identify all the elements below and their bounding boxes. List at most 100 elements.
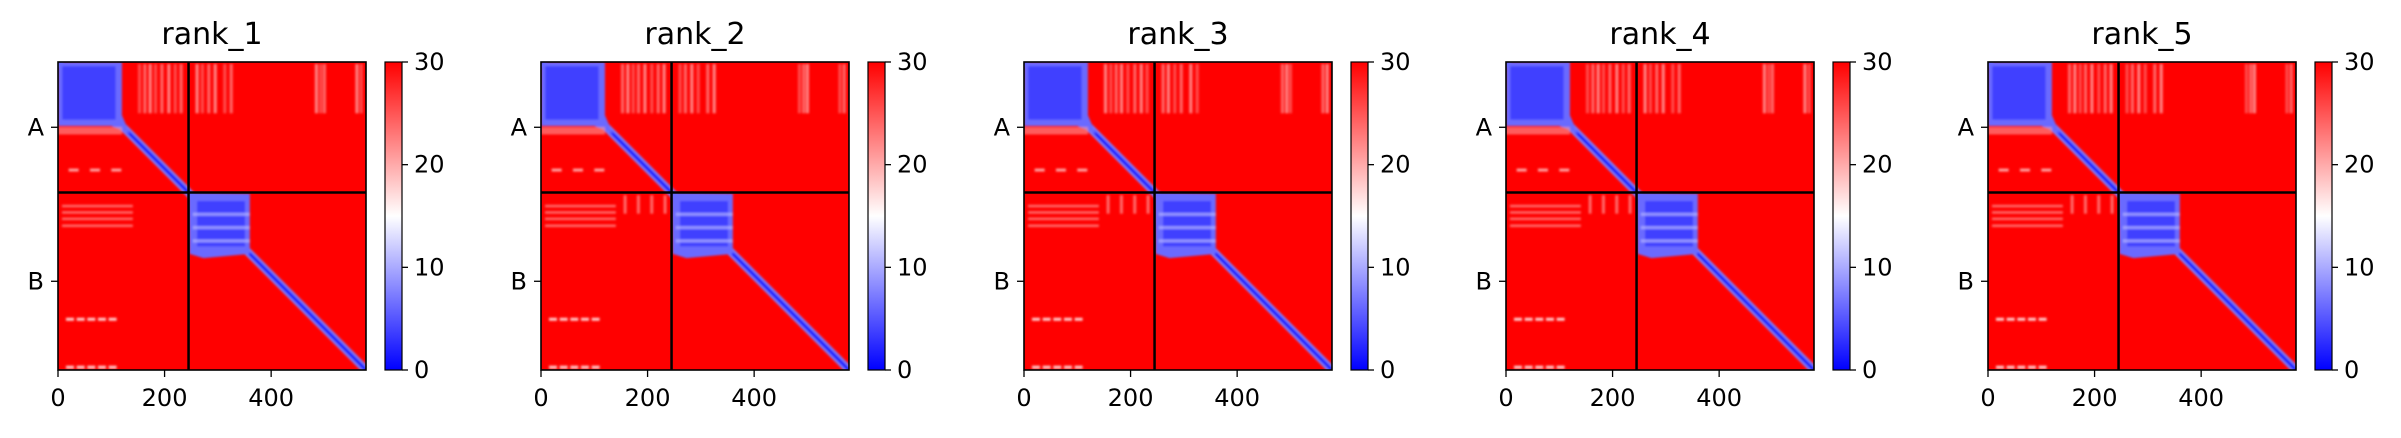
pale-stripe — [1556, 365, 1565, 369]
pale-stripe — [1042, 317, 1051, 321]
domain-block-a-edge — [58, 127, 122, 135]
pale-stripe — [1591, 64, 1595, 114]
pale-stripe — [2153, 64, 2157, 114]
pale-stripe — [229, 64, 233, 114]
x-tick-label: 0 — [533, 384, 548, 412]
pale-stripe — [1031, 317, 1040, 321]
pale-stripe — [1770, 64, 1775, 114]
pale-stripe — [683, 64, 688, 114]
heatmap-structure — [58, 62, 366, 370]
colorbar-tick-label: 20 — [2344, 151, 2375, 179]
pale-stripe — [167, 64, 171, 114]
pale-stripe — [1992, 224, 2063, 228]
pale-stripe — [1119, 195, 1123, 214]
pale-stripe — [594, 168, 605, 172]
pale-stripe — [359, 64, 363, 114]
x-tick-label: 200 — [142, 384, 188, 412]
pale-stripe — [1106, 195, 1110, 214]
colorbar-tick-label: 20 — [1862, 151, 1893, 179]
domain-block-b-stripe — [1640, 239, 1698, 243]
pale-stripe — [2159, 64, 2163, 114]
pale-stripe — [2083, 195, 2087, 214]
heatmap-structure — [541, 62, 849, 370]
pale-stripe — [1321, 64, 1325, 114]
pale-stripe — [2006, 365, 2015, 369]
domain-block-b-stripe — [192, 239, 250, 243]
pale-stripe — [1677, 64, 1681, 114]
pale-stripe — [1601, 195, 1605, 214]
pale-stripe — [2249, 64, 2253, 114]
pale-stripe — [1524, 317, 1533, 321]
domain-block-a-edge — [1988, 127, 2052, 135]
pale-stripe — [65, 317, 74, 321]
pae-panel-3: rank_3 A B 0 200 400 0 10 20 30 — [994, 17, 1411, 412]
pale-stripe — [1762, 64, 1767, 114]
pale-stripe — [580, 317, 589, 321]
colorbar-tick-label: 0 — [897, 356, 912, 384]
pale-stripe — [545, 217, 616, 221]
pale-stripe — [97, 317, 106, 321]
pale-stripe — [1139, 64, 1143, 114]
pale-stripe — [111, 168, 122, 172]
pale-stripe — [62, 211, 133, 214]
pale-stripe — [148, 64, 152, 114]
colorbar — [385, 62, 402, 370]
pale-stripe — [1161, 64, 1165, 114]
plot-frame — [1505, 61, 1815, 371]
pale-stripe — [2289, 64, 2293, 114]
pale-stripe — [626, 64, 630, 114]
pale-stripe — [797, 64, 802, 114]
colorbar — [2315, 62, 2332, 370]
pale-stripe — [1995, 317, 2004, 321]
pale-stripe — [545, 204, 616, 208]
pale-stripe — [663, 195, 667, 214]
pale-stripe — [89, 168, 100, 172]
x-tick-label: 200 — [1590, 384, 1636, 412]
domain-block-a-edge — [1506, 127, 1570, 135]
pale-stripe — [1510, 224, 1581, 228]
x-tick-label: 400 — [248, 384, 294, 412]
pale-stripe — [2070, 195, 2074, 214]
colorbar-tick-label: 10 — [414, 253, 445, 281]
colorbar-frame — [1350, 61, 1369, 371]
pale-stripe — [76, 317, 85, 321]
pale-stripe — [1545, 365, 1554, 369]
chart-title: rank_2 — [644, 17, 745, 52]
pale-stripe — [1510, 211, 1581, 214]
pale-stripe — [1767, 64, 1771, 114]
pale-stripe — [87, 365, 96, 369]
x-tick-label: 200 — [625, 384, 671, 412]
pale-stripe — [570, 365, 579, 369]
x-tick-label: 200 — [2072, 384, 2118, 412]
pale-stripe — [1133, 64, 1137, 114]
pale-stripe — [1034, 168, 1045, 172]
pale-stripe — [1055, 168, 1066, 172]
pale-stripe — [1516, 168, 1527, 172]
pale-stripe — [1615, 195, 1619, 214]
pale-stripe — [1053, 365, 1062, 369]
domain-block-b-stripe — [1640, 226, 1698, 230]
plot-frame — [1987, 61, 2297, 371]
pale-stripe — [62, 224, 133, 228]
pale-stripe — [1053, 317, 1062, 321]
pale-stripe — [559, 365, 568, 369]
colorbar — [1351, 62, 1368, 370]
colorbar-tick-label: 20 — [1380, 151, 1411, 179]
heatmap-structure — [1988, 62, 2296, 370]
pale-stripe — [319, 64, 323, 114]
pale-stripe — [696, 64, 700, 114]
colorbar-tick-label: 30 — [2344, 48, 2375, 76]
pale-stripe — [97, 365, 106, 369]
pale-stripe — [1992, 204, 2063, 208]
pale-stripe — [1510, 204, 1581, 208]
heatmap-structure — [1024, 62, 1332, 370]
x-tick-label: 0 — [1498, 384, 1513, 412]
pale-stripe — [1643, 64, 1647, 114]
domain-block-b-stripe — [1158, 212, 1216, 216]
pale-stripe — [2109, 64, 2113, 114]
pale-stripe — [1179, 64, 1183, 114]
pale-stripe — [1028, 204, 1099, 208]
pale-stripe — [656, 64, 660, 114]
y-tick-label-chain: A — [994, 113, 1011, 141]
pale-stripe — [314, 64, 319, 114]
